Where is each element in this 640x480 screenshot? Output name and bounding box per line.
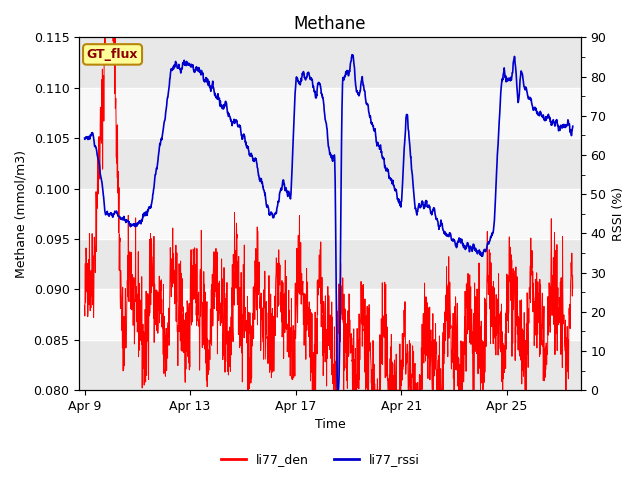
Bar xyxy=(79,88,580,138)
Y-axis label: RSSI (%): RSSI (%) xyxy=(612,187,625,241)
Legend: li77_den, li77_rssi: li77_den, li77_rssi xyxy=(216,448,424,471)
Bar xyxy=(79,189,580,239)
Title: Methane: Methane xyxy=(294,15,366,33)
Y-axis label: Methane (mmol/m3): Methane (mmol/m3) xyxy=(15,150,28,278)
Bar xyxy=(79,289,580,340)
X-axis label: Time: Time xyxy=(315,419,346,432)
Text: GT_flux: GT_flux xyxy=(87,48,138,61)
